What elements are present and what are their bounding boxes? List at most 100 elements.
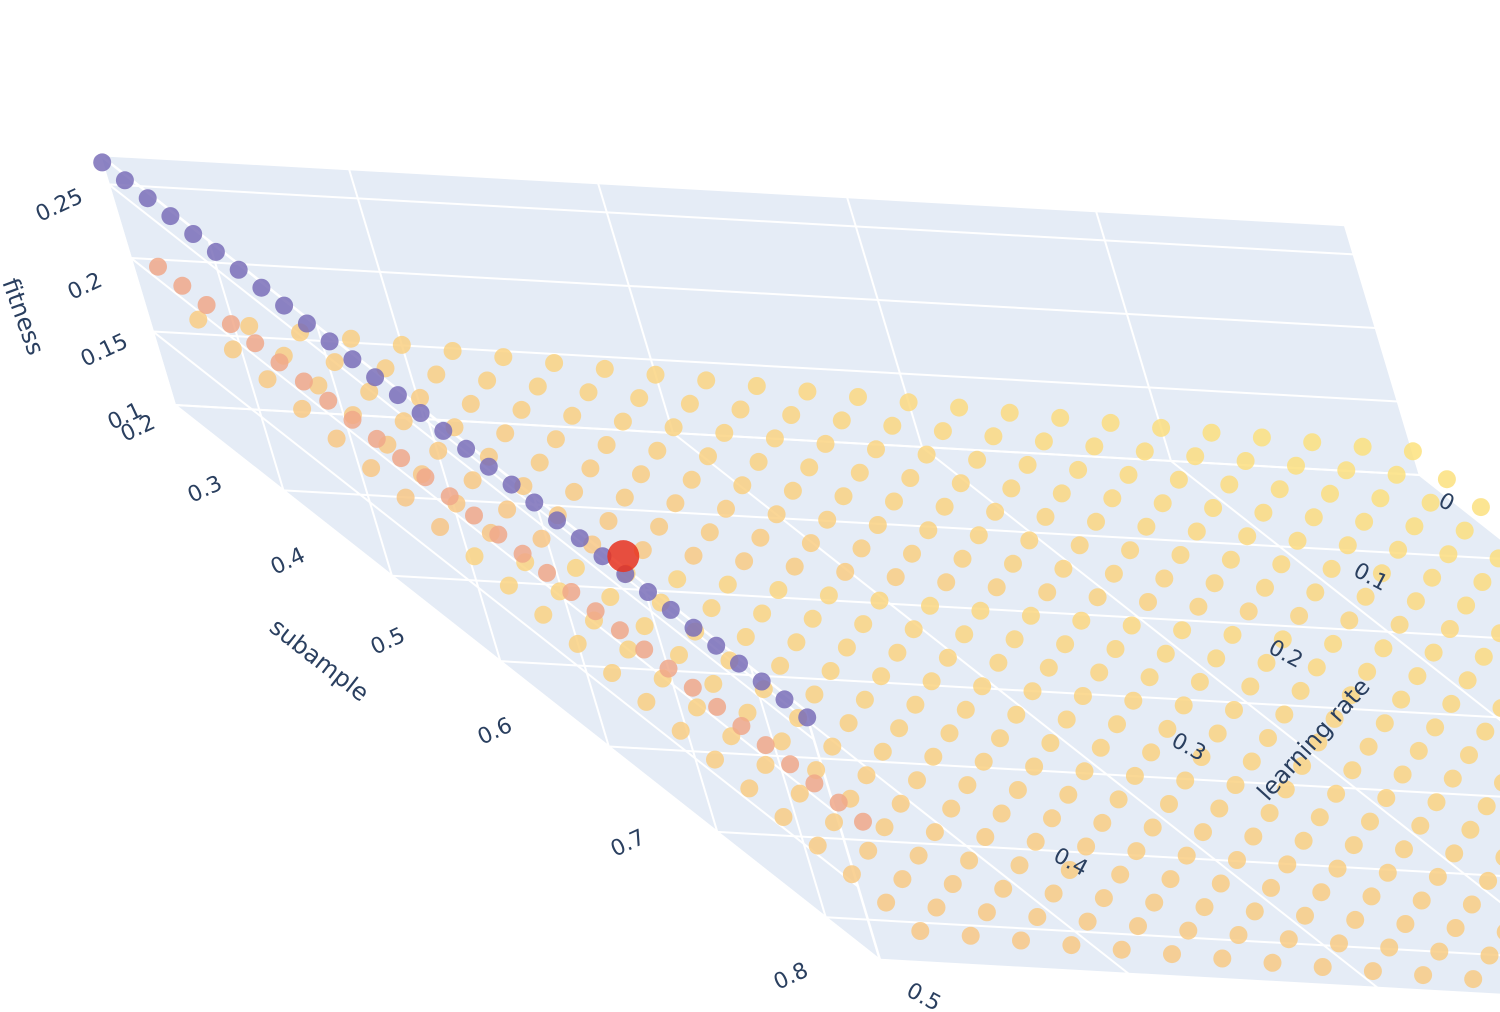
grid-point	[955, 625, 974, 644]
edge-run-point	[489, 525, 508, 544]
grid-point	[1458, 671, 1477, 690]
grid-point	[1328, 859, 1347, 878]
grid-point	[1173, 621, 1192, 640]
grid-point	[429, 441, 448, 460]
z-tick-label: 0.2	[64, 268, 106, 305]
back-wall	[100, 155, 1420, 475]
grid-point	[888, 643, 907, 662]
grid-point	[854, 615, 873, 634]
grid-point	[886, 568, 905, 587]
grid-point	[908, 771, 926, 790]
x-grid-line	[597, 182, 674, 434]
grid-point	[494, 348, 513, 367]
grid-point	[1041, 734, 1060, 752]
grid-point	[1424, 643, 1443, 662]
edge-run-point	[805, 774, 824, 793]
grid-point	[819, 586, 838, 605]
grid-point	[1346, 910, 1365, 929]
failed-run-point	[297, 314, 316, 333]
grid-point	[463, 471, 482, 490]
grid-point	[883, 416, 902, 435]
grid-point	[1355, 512, 1374, 531]
grid-point	[935, 497, 954, 516]
grid-point	[1406, 592, 1425, 611]
grid-point	[601, 588, 620, 606]
grid-point	[1153, 494, 1172, 513]
grid-point	[1137, 517, 1156, 536]
failed-run-point	[184, 225, 203, 243]
grid-point	[1021, 606, 1040, 625]
edge-run-point	[610, 621, 629, 640]
grid-point	[1356, 587, 1375, 606]
grid-point	[1489, 549, 1500, 568]
grid-point	[991, 729, 1009, 748]
y-grid-line	[391, 574, 1500, 640]
edge-run-point	[513, 544, 532, 563]
grid-point	[1012, 931, 1030, 950]
grid-point	[834, 487, 853, 506]
grid-point	[1036, 507, 1055, 526]
grid-point	[1387, 465, 1406, 484]
grid-point	[530, 453, 549, 472]
grid-point	[1228, 851, 1246, 869]
grid-point	[1192, 748, 1211, 766]
grid-point	[1273, 630, 1292, 649]
grid-point	[950, 398, 969, 417]
grid-point	[1344, 836, 1363, 855]
grid-point	[867, 440, 885, 459]
grid-point	[921, 596, 939, 615]
grid-point	[704, 674, 723, 693]
grid-point	[1109, 790, 1128, 809]
grid-point	[1477, 797, 1496, 816]
grid-point	[1090, 663, 1109, 682]
grid-point	[801, 534, 820, 553]
grid-point	[986, 502, 1005, 521]
grid-point	[1254, 503, 1273, 522]
grid-point	[1225, 701, 1243, 719]
grid-point	[825, 813, 843, 832]
grid-point	[1275, 705, 1294, 724]
grid-point	[1104, 564, 1123, 583]
grid-point	[767, 505, 786, 524]
grid-point	[1152, 418, 1171, 437]
grid-point	[857, 766, 876, 785]
grid-point	[688, 698, 706, 717]
grid-point	[1403, 442, 1422, 461]
failed-run-point	[343, 350, 362, 369]
grid-point	[943, 875, 962, 893]
grid-point	[885, 492, 903, 511]
edge-run-point	[659, 659, 678, 678]
grid-point	[1304, 508, 1323, 527]
grid-point	[989, 653, 1008, 672]
grid-point	[1262, 878, 1280, 897]
grid-point	[1163, 945, 1181, 964]
edge-run-point	[173, 276, 192, 295]
grid-point	[1210, 799, 1229, 818]
grid-point	[1294, 831, 1313, 850]
grid-point	[808, 836, 827, 855]
grid-point	[342, 329, 360, 348]
grid-point	[974, 752, 993, 771]
grid-point	[917, 445, 936, 464]
grid-point	[1270, 480, 1289, 499]
grid-point	[1327, 784, 1346, 803]
grid-point	[1491, 624, 1500, 643]
grid-point	[783, 481, 802, 500]
grid-point	[478, 371, 497, 390]
grid-point	[899, 393, 918, 412]
grid-point	[1213, 949, 1232, 968]
edge-run-point	[440, 487, 459, 506]
grid-point	[396, 488, 415, 507]
grid-point	[1312, 883, 1331, 902]
grid-point	[1205, 574, 1224, 593]
grid-point	[1242, 752, 1261, 771]
grid-point	[1372, 564, 1391, 583]
failed-run-point	[275, 296, 294, 315]
grid-point	[1460, 746, 1478, 765]
failed-run-point	[752, 672, 771, 691]
grid-point	[1480, 946, 1499, 965]
grid-point	[1169, 470, 1188, 489]
failed-run-point	[730, 654, 748, 673]
grid-point	[1121, 541, 1140, 560]
